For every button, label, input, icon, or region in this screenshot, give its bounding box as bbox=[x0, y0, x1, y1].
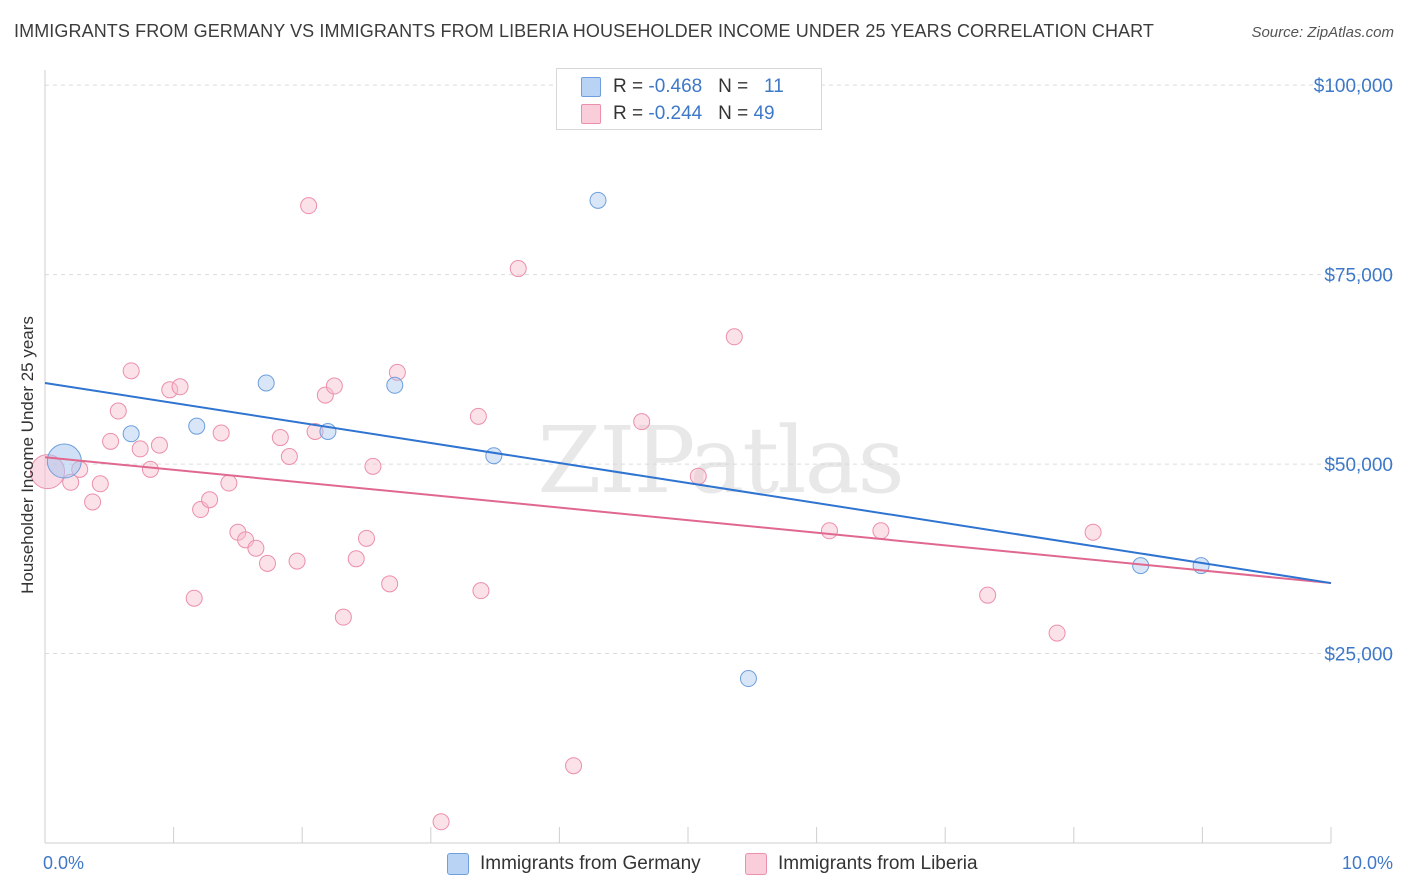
liberia-point bbox=[109, 402, 127, 420]
liberia-point bbox=[347, 550, 365, 568]
liberia-point bbox=[150, 436, 168, 454]
germany-point bbox=[386, 376, 404, 394]
liberia-point bbox=[1084, 523, 1102, 541]
germany-points bbox=[46, 191, 1210, 688]
liberia-n-value: 49 bbox=[753, 103, 775, 124]
germany-n-label: N = bbox=[718, 76, 754, 97]
trend-lines bbox=[44, 382, 1332, 585]
liberia-point bbox=[220, 474, 238, 492]
liberia-point bbox=[364, 457, 382, 475]
liberia-point bbox=[271, 429, 289, 447]
liberia-point bbox=[306, 422, 324, 440]
liberia-point bbox=[1048, 624, 1066, 642]
liberia-point bbox=[91, 475, 109, 493]
liberia-point bbox=[185, 589, 203, 607]
liberia-point bbox=[358, 529, 375, 547]
germany-point bbox=[257, 374, 275, 392]
liberia-point bbox=[725, 328, 743, 346]
germany-n-value: 11 bbox=[764, 76, 784, 97]
liberia-swatch bbox=[581, 104, 601, 124]
liberia-point bbox=[141, 460, 159, 478]
liberia-point bbox=[84, 493, 102, 511]
watermark: ZIPatlas bbox=[537, 407, 902, 514]
liberia-point bbox=[171, 378, 189, 396]
liberia-point bbox=[316, 386, 334, 404]
liberia-point bbox=[689, 467, 707, 485]
germany-point bbox=[122, 425, 140, 443]
liberia-point bbox=[325, 377, 343, 395]
liberia-point bbox=[280, 448, 298, 465]
liberia-point bbox=[247, 539, 265, 557]
liberia-point bbox=[131, 440, 149, 458]
liberia-point bbox=[979, 586, 997, 604]
chart-title: IMMIGRANTS FROM GERMANY VS IMMIGRANTS FR… bbox=[14, 21, 1155, 41]
liberia-legend-swatch bbox=[745, 853, 767, 875]
liberia-point bbox=[334, 608, 352, 626]
y-axis-label: Householder Income Under 25 years bbox=[18, 316, 37, 594]
germany-point bbox=[739, 670, 757, 688]
liberia-point bbox=[509, 260, 527, 278]
liberia-point bbox=[432, 813, 450, 831]
liberia-point bbox=[565, 757, 583, 775]
germany-legend-label: Immigrants from Germany bbox=[480, 853, 701, 874]
gridlines bbox=[45, 84, 1393, 655]
y-tick-label: $50,000 bbox=[1324, 455, 1393, 476]
liberia-r-value: -0.244 bbox=[648, 103, 703, 124]
liberia-points bbox=[30, 197, 1102, 831]
stats-legend: R = -0.468 N = 11 R = -0.244 N = 49 bbox=[556, 68, 822, 130]
germany-r-label: R = bbox=[613, 76, 649, 97]
liberia-trend-line bbox=[44, 456, 1332, 585]
germany-point bbox=[485, 447, 503, 465]
liberia-point bbox=[102, 432, 120, 450]
liberia-point bbox=[300, 197, 318, 215]
germany-swatch bbox=[581, 77, 601, 97]
germany-legend-swatch bbox=[447, 853, 469, 875]
source-credit: Source: ZipAtlas.com bbox=[1251, 24, 1394, 41]
liberia-point bbox=[472, 582, 490, 600]
germany-point bbox=[188, 417, 206, 435]
y-tick-label: $100,000 bbox=[1314, 76, 1393, 97]
tick-labels: $25,000 $50,000 $75,000 $100,000 0.0% 10.0% bbox=[43, 76, 1393, 873]
liberia-n-label: N = bbox=[718, 103, 754, 124]
liberia-point bbox=[212, 424, 230, 442]
germany-trend-line bbox=[44, 382, 1332, 585]
liberia-point bbox=[288, 552, 306, 570]
liberia-r-label: R = bbox=[613, 103, 649, 124]
liberia-point bbox=[388, 363, 406, 381]
liberia-point bbox=[820, 522, 838, 540]
liberia-point bbox=[633, 413, 651, 431]
liberia-point bbox=[258, 554, 276, 572]
x-tick-label: 0.0% bbox=[43, 853, 84, 873]
liberia-point bbox=[381, 575, 399, 593]
germany-point bbox=[589, 191, 607, 209]
liberia-point bbox=[122, 362, 140, 380]
y-tick-label: $75,000 bbox=[1324, 266, 1393, 287]
y-tick-label: $25,000 bbox=[1324, 645, 1393, 666]
liberia-point bbox=[872, 522, 890, 540]
liberia-point bbox=[469, 407, 487, 425]
liberia-point bbox=[161, 381, 179, 399]
germany-r-value: -0.468 bbox=[648, 76, 703, 97]
liberia-legend-label: Immigrants from Liberia bbox=[778, 853, 978, 874]
liberia-point bbox=[201, 491, 219, 509]
x-tick-label: 10.0% bbox=[1342, 853, 1393, 873]
